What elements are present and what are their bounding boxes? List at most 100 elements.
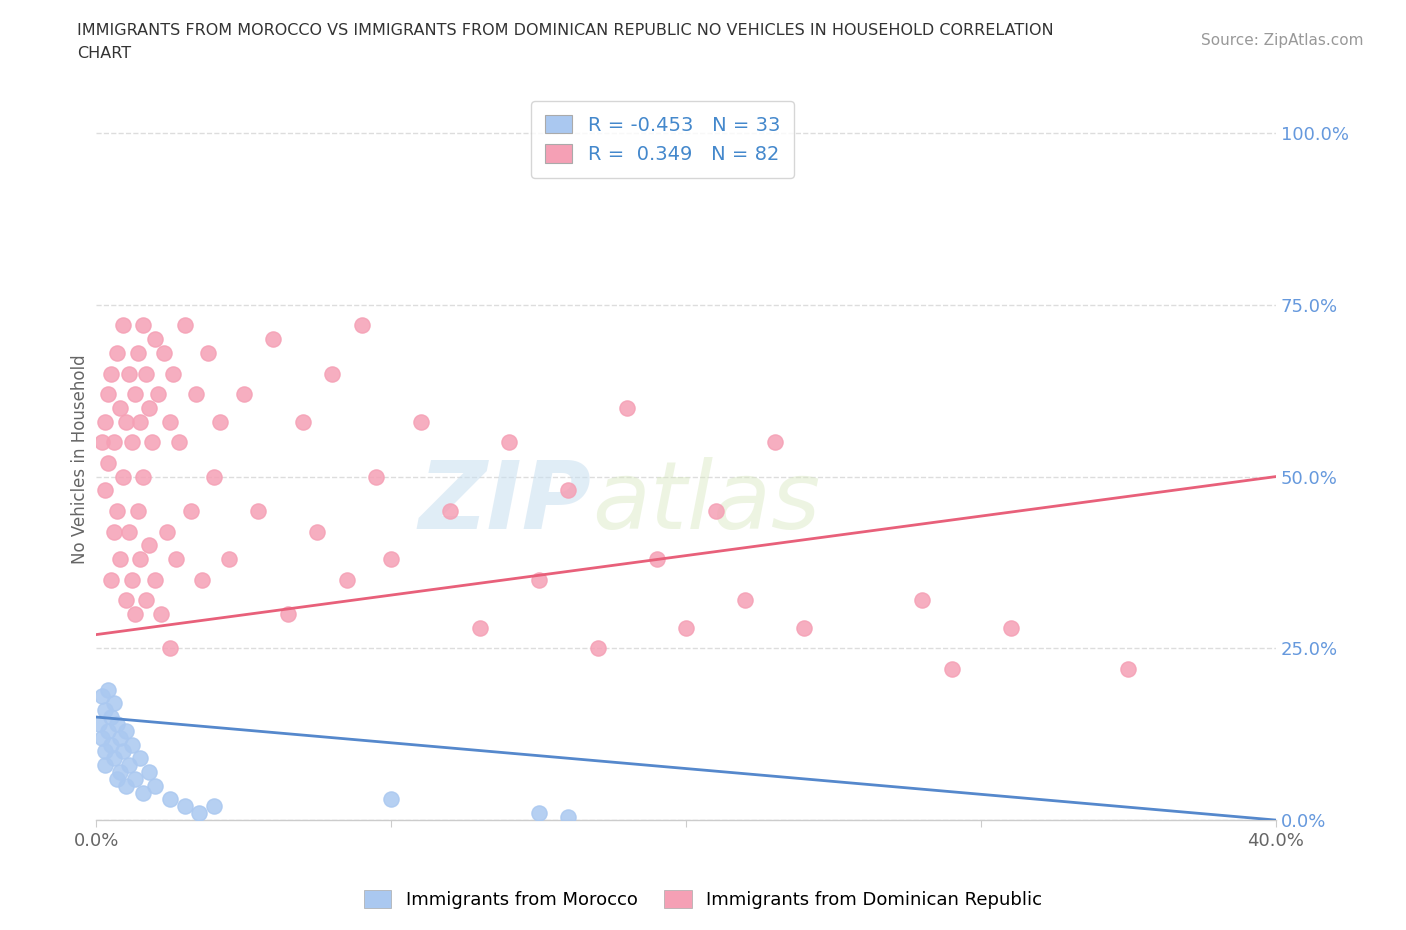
Point <box>97 682 120 697</box>
Point <box>121 737 143 752</box>
Point <box>111 469 134 484</box>
Point <box>135 366 157 381</box>
Point <box>108 730 131 745</box>
Point <box>127 345 149 360</box>
Point <box>138 764 160 779</box>
Point <box>132 785 155 800</box>
Point <box>108 401 131 416</box>
Point <box>91 689 114 704</box>
Point <box>498 435 520 450</box>
Point <box>321 366 343 381</box>
Point <box>105 716 128 731</box>
Point <box>173 318 195 333</box>
Point <box>468 620 491 635</box>
Point <box>162 366 184 381</box>
Point <box>704 503 727 518</box>
Point <box>156 525 179 539</box>
Point <box>114 414 136 429</box>
Point <box>262 332 284 347</box>
Point <box>105 771 128 786</box>
Point <box>103 435 125 450</box>
Point <box>439 503 461 518</box>
Point <box>941 661 963 676</box>
Point <box>167 435 190 450</box>
Point <box>218 551 240 566</box>
Text: Source: ZipAtlas.com: Source: ZipAtlas.com <box>1201 33 1364 47</box>
Point <box>1118 661 1140 676</box>
Point <box>763 435 786 450</box>
Point <box>114 778 136 793</box>
Point <box>409 414 432 429</box>
Point <box>380 551 402 566</box>
Point <box>350 318 373 333</box>
Point <box>108 551 131 566</box>
Text: atlas: atlas <box>592 458 820 548</box>
Point <box>616 401 638 416</box>
Point <box>202 469 225 484</box>
Point <box>1000 620 1022 635</box>
Point <box>557 483 579 498</box>
Point <box>124 606 146 621</box>
Point <box>159 641 181 656</box>
Point <box>911 592 934 607</box>
Point <box>94 414 117 429</box>
Point <box>143 572 166 587</box>
Legend: R = -0.453   N = 33, R =  0.349   N = 82: R = -0.453 N = 33, R = 0.349 N = 82 <box>531 101 793 178</box>
Text: IMMIGRANTS FROM MOROCCO VS IMMIGRANTS FROM DOMINICAN REPUBLIC NO VEHICLES IN HOU: IMMIGRANTS FROM MOROCCO VS IMMIGRANTS FR… <box>77 23 1054 38</box>
Point <box>159 792 181 807</box>
Point <box>129 551 152 566</box>
Point <box>132 469 155 484</box>
Point <box>124 387 146 402</box>
Point <box>291 414 314 429</box>
Point <box>108 764 131 779</box>
Point <box>141 435 163 450</box>
Point <box>94 483 117 498</box>
Point <box>124 771 146 786</box>
Point <box>186 387 208 402</box>
Point <box>527 805 550 820</box>
Point <box>557 809 579 824</box>
Point <box>129 414 152 429</box>
Point <box>100 572 122 587</box>
Point <box>645 551 668 566</box>
Point <box>118 758 141 773</box>
Point <box>527 572 550 587</box>
Point <box>94 703 117 718</box>
Point <box>132 318 155 333</box>
Point <box>675 620 697 635</box>
Point <box>209 414 232 429</box>
Point <box>97 387 120 402</box>
Point <box>118 525 141 539</box>
Point <box>180 503 202 518</box>
Legend: Immigrants from Morocco, Immigrants from Dominican Republic: Immigrants from Morocco, Immigrants from… <box>357 884 1049 916</box>
Point <box>138 538 160 552</box>
Text: CHART: CHART <box>77 46 131 61</box>
Point <box>173 799 195 814</box>
Point <box>89 716 111 731</box>
Point <box>232 387 254 402</box>
Point <box>366 469 388 484</box>
Point <box>121 572 143 587</box>
Point <box>129 751 152 765</box>
Point <box>103 696 125 711</box>
Point <box>191 572 214 587</box>
Point <box>159 414 181 429</box>
Point <box>150 606 173 621</box>
Point <box>105 345 128 360</box>
Point <box>135 592 157 607</box>
Point <box>586 641 609 656</box>
Point <box>277 606 299 621</box>
Point <box>111 318 134 333</box>
Point <box>94 744 117 759</box>
Point <box>100 737 122 752</box>
Point <box>197 345 219 360</box>
Point <box>380 792 402 807</box>
Point <box>793 620 815 635</box>
Text: ZIP: ZIP <box>419 457 592 549</box>
Point <box>103 751 125 765</box>
Point <box>734 592 756 607</box>
Point <box>100 366 122 381</box>
Point <box>118 366 141 381</box>
Point <box>336 572 359 587</box>
Point <box>153 345 176 360</box>
